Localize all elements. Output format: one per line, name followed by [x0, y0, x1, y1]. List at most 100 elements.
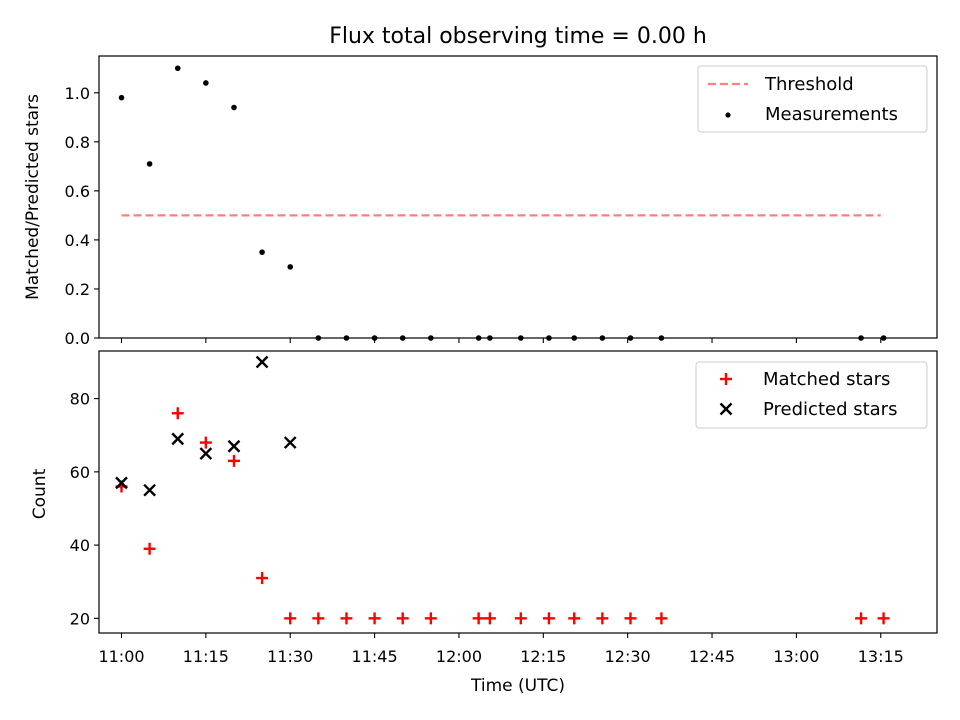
measurement-point [571, 335, 578, 341]
y-tick-label: 80 [70, 390, 90, 409]
matched-star-point [542, 612, 555, 625]
ratio-y-ticks: 0.0 0.2 0.4 0.6 0.8 1.0 [65, 84, 99, 348]
x-axis-label: Time (UTC) [470, 676, 565, 696]
measurement-point [174, 65, 181, 72]
measurement-point [399, 335, 406, 341]
x-tick-label: 11:30 [267, 647, 313, 666]
matched-star-point [596, 612, 609, 625]
predicted-star-point [255, 355, 269, 369]
measurement-point [428, 335, 434, 341]
measurement-point [371, 335, 378, 341]
y-tick-label: 0.2 [65, 280, 90, 299]
ratio-panel: 0.0 0.2 0.4 0.6 0.8 1.0 Matched/Predicted sta… [23, 55, 938, 348]
measurement-point [146, 161, 153, 167]
predicted-star-point [115, 476, 128, 490]
measurement-point [546, 335, 552, 341]
matched-star-point [312, 612, 325, 625]
measurement-point [475, 335, 482, 341]
matched-star-point [568, 612, 581, 625]
x-tick-label: 13:00 [773, 647, 819, 666]
count-axes-frame [98, 350, 938, 634]
predicted-star-point-b [255, 355, 269, 369]
x-tick-label: 11:00 [98, 647, 144, 666]
matched-legend-label: Matched stars [763, 369, 890, 390]
matched-star-point [472, 612, 485, 625]
y-tick-label: 40 [70, 536, 90, 555]
x-tick-label: 12:00 [436, 647, 482, 666]
x-tick-label: 12:30 [605, 647, 651, 666]
count-points [115, 355, 890, 625]
measurement-point [287, 264, 294, 270]
matched-star-point [514, 612, 527, 625]
measurement-point [259, 249, 265, 255]
predicted-star-point-b [227, 439, 241, 453]
matched-star-point [368, 612, 381, 625]
predicted-star-point-b [171, 432, 185, 446]
measurement-point [343, 335, 350, 341]
measurement-point [231, 104, 237, 111]
matched-star-point [256, 572, 269, 585]
matched-star-point [199, 436, 212, 449]
matched-star-point [340, 612, 353, 625]
measurement-points [118, 65, 887, 341]
matched-star-point [227, 454, 240, 467]
x-tick-label: 13:15 [858, 647, 904, 666]
count-legend-box [695, 361, 928, 429]
x-tick-label: 11:45 [352, 647, 398, 666]
x-tick-label: 11:15 [183, 647, 229, 666]
matched-legend-swatch [720, 373, 732, 385]
predicted-star-point [227, 439, 241, 453]
measurement-point [203, 80, 209, 86]
y-tick-label: 20 [70, 609, 90, 628]
predicted-star-point [199, 447, 213, 460]
x-tick-label: 12:15 [520, 647, 566, 666]
measurement-point [315, 335, 322, 341]
count-legend: Matched stars Predicted stars [695, 361, 928, 429]
ratio-y-label: Matched/Predicted stars [23, 94, 43, 300]
predicted-legend-swatch [719, 402, 733, 416]
predicted-star-point-b [115, 476, 128, 490]
y-tick-label: 0.8 [65, 133, 90, 152]
y-tick-label: 1.0 [65, 84, 90, 103]
matched-star-point [624, 612, 637, 625]
predicted-star-point-b [143, 483, 156, 497]
measurement-point [487, 335, 493, 341]
matched-star-point [855, 612, 868, 625]
ratio-x-ticks [120, 338, 882, 343]
measurement-point [627, 335, 634, 341]
x-tick-label: 12:45 [689, 647, 735, 666]
predicted-star-point [283, 436, 297, 449]
y-tick-label: 0.4 [65, 231, 90, 250]
measurement-point [599, 335, 606, 341]
predicted-star-point-b [283, 436, 297, 449]
predicted-star-point [171, 432, 185, 446]
matched-legend-marker [720, 373, 732, 385]
ratio-legend: Threshold Measurements [697, 65, 928, 133]
matched-star-point [655, 612, 668, 625]
measurement-point [858, 335, 864, 341]
matched-star-point [171, 407, 184, 420]
predicted-star-point [143, 483, 156, 497]
count-x-ticks: 11:00 11:15 11:30 11:45 12:00 12:15 12:30 12:45… [98, 633, 904, 666]
threshold-legend-label: Threshold [764, 74, 854, 95]
matched-star-point [143, 542, 156, 555]
predicted-legend-label: Predicted stars [763, 399, 897, 420]
count-y-label: Count [30, 468, 50, 519]
matched-star-point [396, 612, 409, 625]
measurement-point [880, 335, 887, 341]
predicted-legend-marker [719, 402, 733, 416]
ratio-legend-box [697, 65, 928, 133]
measurements-legend-swatch [725, 112, 731, 118]
y-tick-label: 0.6 [65, 182, 90, 201]
chart-title: Flux total observing time = 0.00 h [329, 24, 707, 49]
measurement-point [658, 335, 665, 341]
predicted-legend-marker-b [719, 402, 733, 416]
measurements-legend-label: Measurements [765, 104, 898, 125]
y-tick-label: 0.0 [65, 329, 90, 348]
measurement-point [518, 335, 524, 341]
matched-star-point [483, 612, 496, 625]
measurement-point [118, 94, 125, 101]
matched-star-point [424, 612, 437, 625]
